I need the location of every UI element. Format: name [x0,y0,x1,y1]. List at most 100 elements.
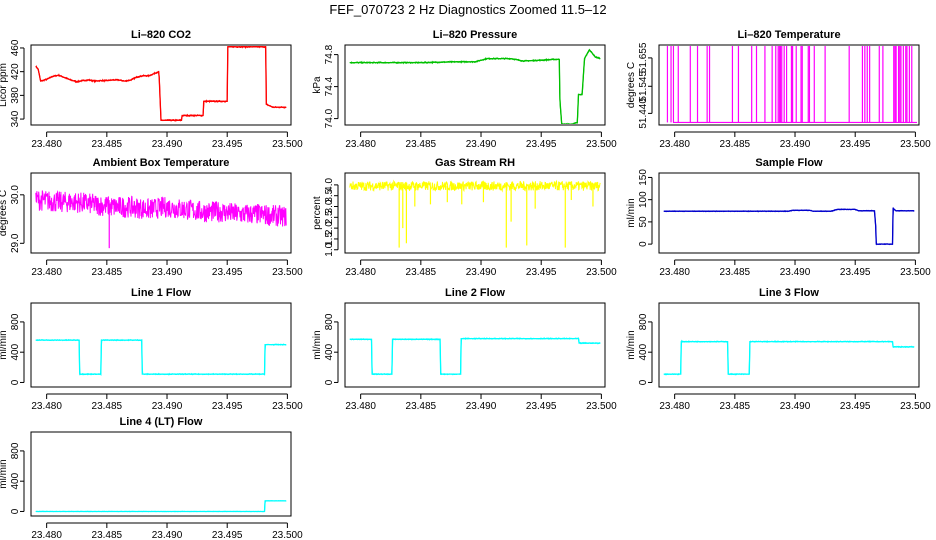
x-tick-label: 23.480 [659,139,690,150]
y-axis-label: ml/min [312,330,323,359]
y-tick-label: 3.0 [324,199,335,213]
x-tick-label: 23.490 [780,267,811,278]
panel-7: Line 1 Flow 23.480 23.485 23.490 23.495 23.50… [0,287,303,412]
y-tick-label: 0 [638,241,649,247]
y-tick-label: 400 [10,343,21,360]
series-layer [349,179,601,248]
plot-frame [658,44,920,126]
x-tick-label: 23.495 [212,530,243,540]
plot-frame [344,44,606,126]
y-axis-label: ml/min [0,459,9,488]
x-tick-label: 23.500 [586,401,617,412]
x-tick-label: 23.495 [212,139,243,150]
x-tick-label: 23.495 [840,401,871,412]
x-tick-label: 23.480 [31,401,62,412]
x-tick-label: 23.500 [272,267,303,278]
panel-4: Ambient Box Temperature 23.480 23.485 23.49… [0,157,303,278]
series-layer [663,206,915,246]
y-tick-label: 400 [638,343,649,360]
x-tick-label: 23.500 [272,530,303,540]
y-tick-label: 100 [638,191,649,208]
panel-title: Line 1 Flow [131,287,191,299]
x-tick-label: 23.495 [526,401,557,412]
x-tick-label: 23.495 [840,139,871,150]
x-tick-label: 23.490 [152,401,183,412]
panel-title: Li–820 Temperature [737,29,840,41]
x-tick-label: 23.495 [840,267,871,278]
y-tick-label: 1.0 [324,242,335,256]
y-axis-label: kPa [312,76,323,94]
y-tick-label: 800 [638,313,649,330]
series-step-line [35,500,287,513]
x-tick-label: 23.500 [586,267,617,278]
series-layer [35,46,287,123]
panel-title: Line 4 (LT) Flow [120,416,203,428]
y-tick-label: 51.655 [638,42,649,73]
y-tick-label: 150 [638,169,649,186]
x-tick-label: 23.495 [526,139,557,150]
plot-frame [344,172,606,254]
series-step-line [35,46,287,121]
series-layer [663,339,915,376]
y-tick-label: 0 [324,379,335,385]
y-tick-label: 420 [10,63,21,80]
y-axis-label: ml/min [626,198,637,227]
x-tick-label: 23.480 [345,139,376,150]
series-line [35,500,287,513]
y-tick-label: 800 [10,313,21,330]
y-tick-label: 400 [10,472,21,489]
y-tick-label: 800 [10,442,21,459]
x-tick-label: 23.495 [212,267,243,278]
x-tick-label: 23.485 [406,139,437,150]
panel-3: Li–820 Temperature 23.480 23.485 23.490 23.4… [626,29,931,150]
series-layer [35,189,287,249]
series-layer [35,338,287,377]
y-tick-label: 51.545 [638,71,649,102]
x-tick-label: 23.480 [345,267,376,278]
x-tick-label: 23.480 [31,530,62,540]
x-tick-label: 23.485 [406,267,437,278]
y-tick-label: 3.5 [324,188,335,202]
x-tick-label: 23.480 [31,139,62,150]
panel-2: Li–820 Pressure 23.480 23.485 23.490 23.495 2… [312,29,617,150]
series-band [35,189,287,227]
x-tick-label: 23.480 [345,401,376,412]
series-step-line [349,48,601,124]
x-tick-label: 23.485 [720,139,751,150]
x-tick-label: 23.490 [152,267,183,278]
plot-frame [658,172,920,254]
y-axis-label: degrees C [0,190,9,236]
x-tick-label: 23.500 [586,139,617,150]
x-tick-label: 23.485 [92,267,123,278]
y-tick-label: 4.0 [324,178,335,192]
plot-frame [344,302,606,388]
panel-title: Li–820 Pressure [433,29,517,41]
panel-title: Sample Flow [755,157,823,169]
y-tick-label: 74.8 [324,44,335,64]
panel-title: Ambient Box Temperature [93,157,230,169]
x-tick-label: 23.485 [92,401,123,412]
page-title: FEF_070723 2 Hz Diagnostics Zoomed 11.5–… [329,2,607,17]
x-tick-label: 23.485 [720,401,751,412]
y-tick-label: 30.0 [10,185,21,205]
x-tick-label: 23.495 [212,401,243,412]
x-tick-label: 23.490 [466,401,497,412]
series-layer [666,46,917,124]
x-tick-label: 23.490 [466,267,497,278]
y-tick-label: 400 [324,343,335,360]
x-tick-label: 23.480 [31,267,62,278]
x-tick-label: 23.490 [780,401,811,412]
series-step-line [663,207,915,245]
x-tick-label: 23.500 [900,139,931,150]
panel-title: Line 2 Flow [445,287,505,299]
y-tick-label: 50 [638,216,649,228]
y-tick-label: 460 [10,39,21,56]
x-tick-label: 23.485 [406,401,437,412]
y-tick-label: 1.5 [324,232,335,246]
y-tick-label: 2.0 [324,221,335,235]
y-axis-label: Licor ppm [0,63,9,107]
y-tick-label: 800 [324,313,335,330]
panel-1: Li–820 CO2 23.480 23.485 23.490 23.495 23.500… [0,29,303,150]
y-tick-label: 0 [10,379,21,385]
y-tick-label: 74.4 [324,76,335,96]
